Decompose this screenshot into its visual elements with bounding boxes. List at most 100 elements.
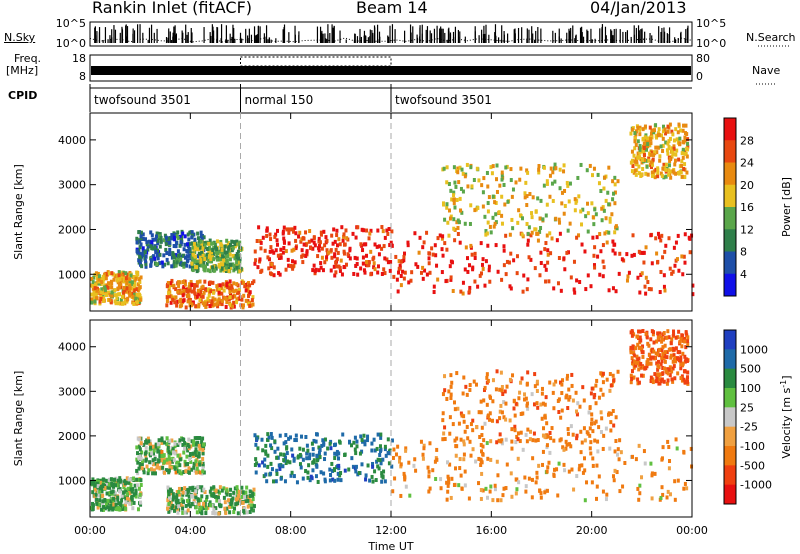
heatmap-cell <box>608 216 612 221</box>
heatmap-cell <box>413 231 417 236</box>
heatmap-cell <box>672 146 676 151</box>
heatmap-cell <box>188 457 192 462</box>
heatmap-cell <box>141 459 145 464</box>
heatmap-cell <box>379 435 383 440</box>
heatmap-cell <box>329 446 333 451</box>
heatmap-cell <box>217 511 221 516</box>
heatmap-cell <box>113 299 117 304</box>
heatmap-cell <box>607 202 611 207</box>
heatmap-cell <box>661 136 665 141</box>
heatmap-cell <box>588 163 592 168</box>
heatmap-cell <box>105 491 109 496</box>
heatmap-cell <box>645 164 649 169</box>
heatmap-cell <box>587 410 591 415</box>
heatmap-cell <box>172 450 176 455</box>
heatmap-cell <box>173 508 177 513</box>
heatmap-cell <box>191 487 195 492</box>
heatmap-cell <box>672 364 676 369</box>
heatmap-cell <box>176 510 180 515</box>
heatmap-cell <box>217 297 221 302</box>
heatmap-cell <box>672 347 676 352</box>
heatmap-cell <box>334 247 338 252</box>
heatmap-cell <box>651 355 655 360</box>
heatmap-cell <box>629 160 633 165</box>
heatmap-cell <box>232 490 236 495</box>
heatmap-cell <box>178 453 182 458</box>
heatmap-cell <box>322 440 326 445</box>
heatmap-cell <box>104 276 108 281</box>
heatmap-cell <box>458 196 462 201</box>
heatmap-cell <box>116 495 120 500</box>
heatmap-cell <box>173 232 177 237</box>
heatmap-cell <box>139 478 143 483</box>
heatmap-cell <box>473 208 477 213</box>
heatmap-cell <box>679 366 683 371</box>
heatmap-cell <box>613 175 617 180</box>
heatmap-cell <box>95 288 99 293</box>
heatmap-cell <box>223 500 227 505</box>
heatmap-cell <box>383 235 387 240</box>
heatmap-cell <box>200 440 204 445</box>
heatmap-cell <box>253 261 257 266</box>
heatmap-cell <box>452 217 456 222</box>
heatmap-cell <box>504 165 508 170</box>
heatmap-cell <box>378 452 382 457</box>
heatmap-cell <box>681 128 685 133</box>
heatmap-cell <box>104 293 108 298</box>
heatmap-cell <box>631 163 635 168</box>
heatmap-cell <box>593 265 597 270</box>
heatmap-cell <box>657 235 661 240</box>
heatmap-cell <box>611 239 615 244</box>
heatmap-cell <box>197 302 201 307</box>
heatmap-cell <box>268 271 272 276</box>
heatmap-cell <box>258 257 262 262</box>
heatmap-cell <box>462 439 466 444</box>
heatmap-cell <box>603 231 607 236</box>
heatmap-cell <box>214 488 218 493</box>
heatmap-cell <box>235 239 239 244</box>
nave-trace <box>240 56 392 67</box>
heatmap-cell <box>632 252 636 257</box>
heatmap-cell <box>640 475 644 480</box>
heatmap-cell <box>683 131 687 136</box>
heatmap-cell <box>308 478 312 483</box>
heatmap-cell <box>403 270 407 275</box>
heatmap-cell <box>590 480 594 485</box>
heatmap-cell <box>119 271 123 276</box>
heatmap-cell <box>590 417 594 422</box>
heatmap-cell <box>290 470 294 475</box>
heatmap-cell <box>206 296 210 301</box>
heatmap-cell <box>138 251 142 256</box>
heatmap-cell <box>182 298 186 303</box>
heatmap-cell <box>185 294 189 299</box>
heatmap-cell <box>338 242 342 247</box>
heatmap-cell <box>677 157 681 162</box>
nsearch-tick-label: 10^0 <box>696 37 726 50</box>
heatmap-cell <box>102 296 106 301</box>
heatmap-cell <box>466 269 470 274</box>
heatmap-cell <box>318 455 322 460</box>
heatmap-cell <box>586 273 590 278</box>
heatmap-cell <box>197 251 201 256</box>
heatmap-cell <box>545 433 549 438</box>
heatmap-cell <box>503 389 507 394</box>
heatmap-cell <box>430 246 434 251</box>
heatmap-cell <box>125 297 129 302</box>
heatmap-cell <box>661 166 665 171</box>
heatmap-cell <box>389 240 393 245</box>
heatmap-cell <box>219 253 223 258</box>
heatmap-cell <box>192 453 196 458</box>
heatmap-cell <box>367 236 371 241</box>
heatmap-cell <box>612 378 616 383</box>
heatmap-cell <box>272 273 276 278</box>
heatmap-cell <box>630 169 634 174</box>
heatmap-cell <box>176 289 180 294</box>
heatmap-cell <box>176 249 180 254</box>
heatmap-cell <box>301 253 305 258</box>
heatmap-cell <box>535 401 539 406</box>
heatmap-cell <box>639 157 643 162</box>
heatmap-cell <box>441 234 445 239</box>
heatmap-cell <box>637 164 641 169</box>
heatmap-cell <box>186 232 190 237</box>
